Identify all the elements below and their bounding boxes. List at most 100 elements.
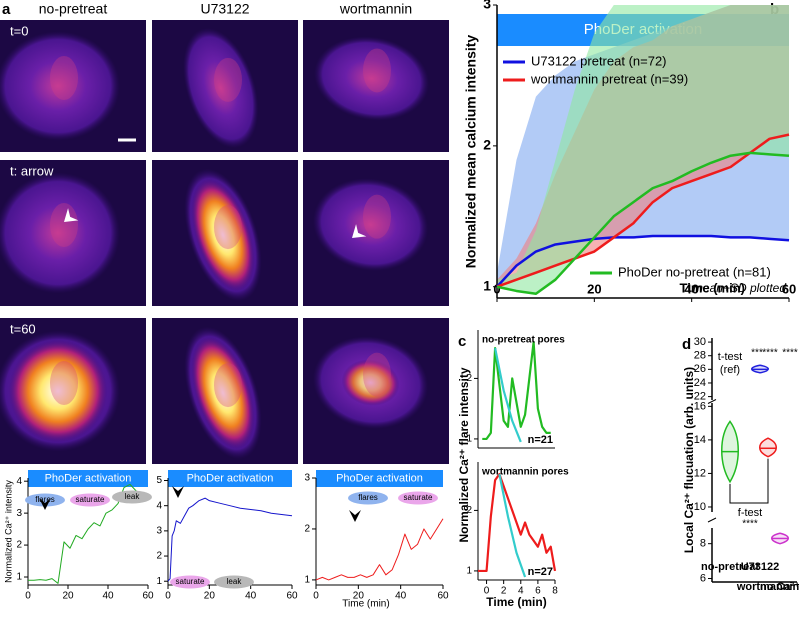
series-line <box>496 151 790 296</box>
y-tick-label: 8 <box>700 538 706 550</box>
nucleus-spot <box>214 205 242 250</box>
phase-tag-label: leak <box>125 492 141 501</box>
y-tick-label: 2 <box>466 505 472 516</box>
series-line <box>28 483 148 584</box>
arrowhead <box>172 486 184 498</box>
y-axis-label: Normalized mean calcium intensity <box>463 35 479 269</box>
significance-stars: *** <box>751 348 763 359</box>
axis-break <box>707 399 717 404</box>
y-tick-label: 12 <box>694 467 706 479</box>
phase-tag <box>214 575 254 589</box>
series-line <box>315 518 444 581</box>
banner-label: PhoDer activation <box>336 472 423 484</box>
banner-label: PhoDer activation <box>45 472 132 484</box>
y-tick-label: 5 <box>156 475 162 486</box>
y-axis-label: Normalized Ca²⁺ flare intensity <box>457 367 471 542</box>
y-tick-label: 4 <box>156 500 162 511</box>
cell-body <box>312 178 429 271</box>
x-tick-label: 40 <box>395 591 407 602</box>
y-tick-label: 1 <box>156 576 162 587</box>
x-tick-label: 0 <box>313 591 319 602</box>
x-tick-label: 40 <box>245 591 257 602</box>
cell-hotspot <box>8 339 108 443</box>
activation-banner <box>316 470 443 487</box>
x-axis-label: Time (min) <box>342 599 389 610</box>
x-tick-label: wortmannin <box>736 581 799 593</box>
x-tick-label: no-pretreat <box>701 561 759 573</box>
row-label: t=60 <box>10 321 36 336</box>
cell-hotspot <box>191 336 255 450</box>
cell-body <box>314 36 430 121</box>
y-tick-label: 24 <box>694 377 706 389</box>
panel-label: c <box>458 333 466 350</box>
arrowhead <box>39 498 51 510</box>
cell <box>183 27 259 149</box>
nucleus-spot <box>363 194 391 239</box>
x-axis-label: Time (min) <box>486 595 546 609</box>
series-line <box>482 341 551 441</box>
y-axis-label: Local Ca²⁺ flucuation (arb. units) <box>682 367 696 553</box>
phase-tag <box>112 490 152 504</box>
row-label: t: arrow <box>10 163 54 178</box>
y-tick-label: 14 <box>694 434 706 446</box>
phase-tag <box>348 491 388 505</box>
axis-break <box>707 517 717 523</box>
series-line <box>498 473 527 578</box>
plot-note: n=21 <box>528 434 553 446</box>
y-tick-label: 22 <box>694 390 706 402</box>
arrowhead <box>349 510 361 522</box>
y-tick-label: 1 <box>466 566 472 577</box>
legend-label: PhoDer no-pretreat (n=81) <box>618 264 771 279</box>
cell <box>314 36 430 121</box>
arrowhead <box>64 208 79 222</box>
phase-tag <box>398 491 438 505</box>
banner-label: PhoDer activation <box>187 472 274 484</box>
phase-tag <box>170 575 210 589</box>
y-tick-label: 1 <box>304 575 310 586</box>
nucleus-spot <box>214 57 242 102</box>
f-test-bracket <box>729 458 769 504</box>
t-test-ref: (ref) <box>720 364 740 376</box>
y-tick-label: 2 <box>466 373 472 384</box>
nucleus-spot <box>50 56 78 100</box>
y-tick-label: 6 <box>700 572 706 584</box>
plot-note: n=27 <box>528 566 553 578</box>
nucleus-spot <box>214 363 242 408</box>
legend-label: U73122 pretreat (n=72) <box>531 53 667 68</box>
t-test-label: t-test <box>718 351 742 363</box>
y-tick-label: 4 <box>16 476 22 487</box>
y-tick-label: 30 <box>694 336 706 348</box>
cell-body <box>0 172 120 294</box>
column-title: no-pretreat <box>39 1 108 17</box>
x-tick-label: 6 <box>535 586 541 597</box>
x-tick-label: 60 <box>782 281 796 296</box>
x-axis-label: Time (min) <box>680 280 746 295</box>
series-line <box>167 497 293 582</box>
arrowhead <box>352 224 367 238</box>
plot-note: mean+SD plotted <box>693 281 786 295</box>
x-tick-label: 40 <box>684 281 698 296</box>
phase-tag-label: flares <box>35 495 55 504</box>
y-tick-label: 1 <box>483 277 491 293</box>
series-line <box>478 473 557 573</box>
x-tick-label: 8 <box>552 586 558 597</box>
plot-title: no-pretreat pores <box>482 335 565 346</box>
cell-hotspot <box>191 178 255 292</box>
x-tick-label: 20 <box>587 281 601 296</box>
y-tick-label: 1 <box>466 434 472 445</box>
significance-stars: **** <box>762 348 778 359</box>
x-tick-label: 60 <box>142 591 154 602</box>
series-line <box>496 234 790 288</box>
panel-label: a <box>2 1 11 18</box>
phase-tag <box>25 493 65 507</box>
x-tick-label: U73122 <box>741 561 780 573</box>
phase-tag-label: saturate <box>404 493 433 502</box>
y-axis-label: Normalized Ca²⁺ intensity <box>3 480 13 583</box>
series-line <box>496 133 790 288</box>
panel-label: d <box>682 336 691 353</box>
y-tick-label: 26 <box>694 363 706 375</box>
cell <box>312 178 429 271</box>
nucleus-spot <box>363 352 391 397</box>
phase-tag-label: saturate <box>76 495 105 504</box>
